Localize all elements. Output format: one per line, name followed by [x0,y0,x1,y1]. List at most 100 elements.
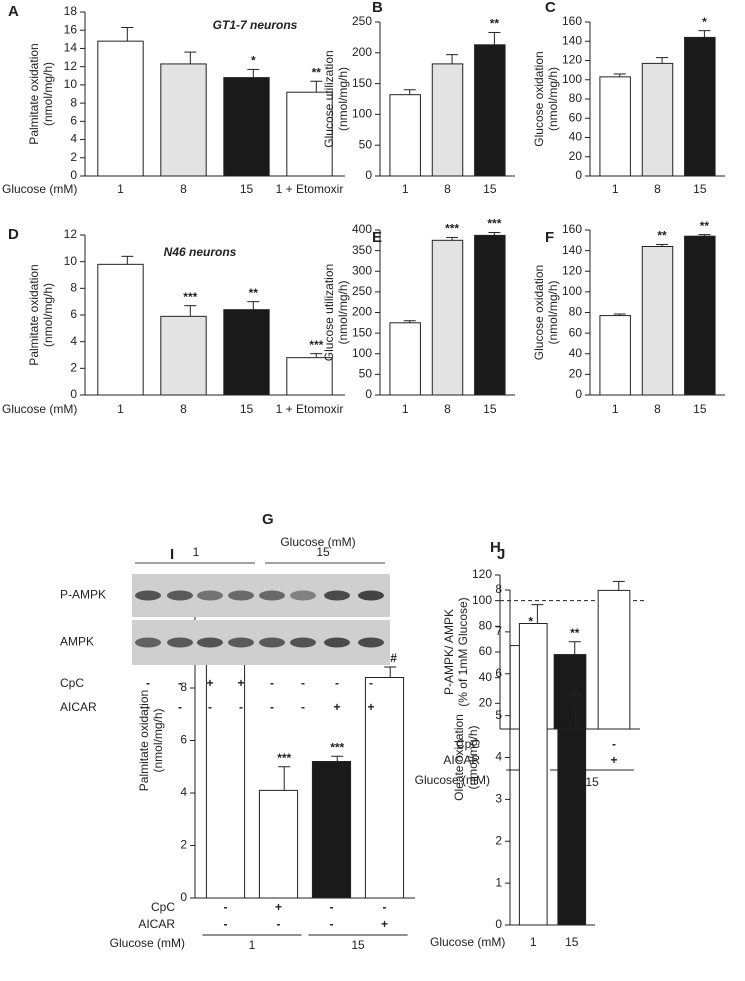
bar [599,76,631,177]
condition-label: AICAR [138,917,175,931]
y-tick-label: 4 [70,334,77,348]
y-axis-label: (nmol/mg/h) [336,67,350,131]
condition-value: - [178,676,182,690]
significance-label: ** [570,626,580,640]
y-tick-label: 100 [562,72,582,86]
y-tick-label: 80 [479,619,493,633]
y-tick-label: 7 [495,624,502,638]
condition-value: - [369,676,373,690]
y-tick-label: 300 [352,263,372,277]
condition-value: - [224,900,228,914]
y-tick-label: 0 [575,387,582,401]
y-tick-label: 0 [70,387,77,401]
y-axis-label: (% of 1mM Glucose) [456,597,470,706]
blot-band [358,590,384,601]
bar [557,727,587,926]
bar [223,309,270,396]
bar [286,91,333,177]
y-tick-label: 6 [495,666,502,680]
y-tick-label: 6 [180,733,187,747]
bar [311,761,352,899]
significance-label: *** [183,290,197,304]
y-tick-label: 14 [64,41,78,55]
y-tick-label: 150 [352,76,372,90]
y-axis-label: (nmol/mg/h) [151,708,165,772]
y-tick-label: 0 [365,387,372,401]
condition-label: AICAR [443,753,480,767]
condition-value: + [237,676,244,690]
bar [223,77,270,177]
group-label: Glucose (mM) [110,936,185,950]
panel-letter: I [170,546,174,563]
bar [474,44,506,177]
y-tick-label: 4 [495,750,502,764]
panel-letter: D [8,226,19,243]
condition-value: - [383,900,387,914]
blot-band [197,590,223,601]
y-axis-label: (nmol/mg/h) [41,62,55,126]
y-axis-label: (nmol/mg/h) [41,283,55,347]
bar [474,234,506,396]
y-tick-label: 8 [70,95,77,109]
condition-value: - [239,700,243,714]
bar [599,315,631,396]
x-tick-label: 1 [402,182,409,196]
blot-band [167,637,193,648]
y-tick-label: 40 [479,670,493,684]
x-tick-label: 1 [117,402,124,416]
x-tick-label: 15 [693,182,707,196]
x-tick-label: 15 [565,935,579,949]
significance-label: * [251,54,256,68]
significance-label: ** [700,219,710,233]
x-tick-label: 1 [612,182,619,196]
significance-label: ** [312,65,322,79]
y-tick-label: 150 [352,325,372,339]
condition-value: - [270,676,274,690]
y-tick-label: 400 [352,222,372,236]
bar [286,357,333,396]
x-tick-label: 8 [654,402,661,416]
x-tick-label: 8 [180,182,187,196]
x-tick-label: 1 + Etomoxir [276,402,344,416]
blot-row-label: P-AMPK [60,588,106,602]
bar [684,36,716,177]
y-tick-label: 12 [64,59,78,73]
condition-value: - [335,676,339,690]
y-axis-label: P-AMPK/ AMPK [442,609,456,695]
x-axis-label: Glucose (mM) [2,402,77,416]
blot-band [167,590,193,601]
y-axis-label: Glucose utilization [322,50,336,147]
y-tick-label: 140 [562,33,582,47]
y-tick-label: 0 [70,168,77,182]
blot-band [324,637,350,648]
y-tick-label: 20 [569,367,583,381]
y-tick-label: 100 [472,593,492,607]
bar [258,789,299,899]
x-tick-label: 15 [240,402,254,416]
condition-value: + [206,676,213,690]
bar [518,623,548,926]
significance-label: ** [657,229,667,243]
blot-band [135,590,161,601]
y-axis-label: (nmol/mg/h) [336,280,350,344]
y-tick-label: 10 [64,254,78,268]
blot-band [358,637,384,648]
group-value: 15 [351,938,365,952]
significance-label: *** [487,217,501,231]
bar [389,322,421,396]
y-axis-label: Glucose oxidation [532,51,546,146]
bar [205,637,246,899]
y-axis-label: Glucose utilization [322,264,336,361]
condition-value: + [381,917,388,931]
y-tick-label: 350 [352,243,372,257]
x-axis-label: Glucose (mM) [2,182,77,196]
y-tick-label: 100 [562,284,582,298]
y-tick-label: 120 [562,53,582,67]
y-axis-label: Glucose oxidation [532,265,546,360]
y-tick-label: 80 [569,91,583,105]
bar [431,63,464,177]
group-value: 15 [585,775,599,789]
significance-label: *** [445,222,459,236]
blot-band [290,637,316,648]
x-tick-label: 8 [180,402,187,416]
